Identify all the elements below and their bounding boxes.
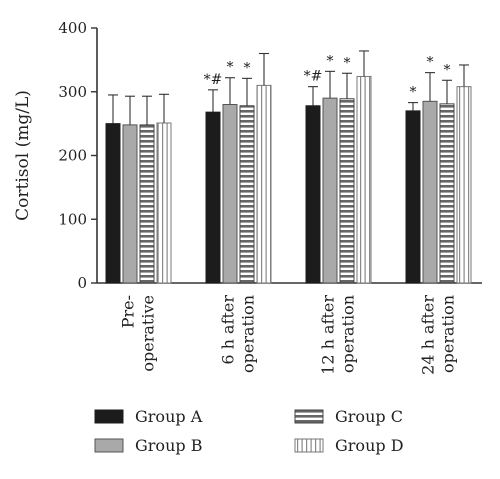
x-category-label-line: 6 h after [219,295,238,365]
y-tick-label: 400 [58,19,87,37]
x-category-label-line: 24 h after [419,295,438,375]
legend-swatch [94,438,124,453]
significance-marker: * [410,85,417,101]
bar-group-a [205,111,221,284]
bar-group-b [322,97,338,284]
x-category-label-line: Pre- [119,295,138,328]
bar-group-d [156,122,172,284]
x-category-label-line: operation [439,295,458,373]
x-category-label-line: operation [239,295,258,373]
x-category-label: 6 h after operation [219,295,258,373]
legend-item: Group D [294,436,404,455]
x-category-labels: Pre-operative 6 h after operation 12 h afte… [119,295,458,375]
x-category-label: 12 h after operation [319,295,358,375]
significance-annotations: *# *#** * ** * * [204,53,451,100]
legend-item: Group A [94,407,203,426]
bar-group-b [222,104,238,284]
bar-group-c [239,105,255,284]
legend-item: Group C [294,407,403,426]
significance-marker: * [344,55,351,71]
legend-label: Group D [335,436,404,455]
y-axis-label: Cortisol (mg/L) [13,90,33,221]
significance-marker: * [227,60,234,76]
legend-swatch [94,409,124,424]
x-category-label: 24 h after operation [419,295,458,375]
bars [105,75,472,284]
legend: Group A Group B Group C Group D [94,407,404,455]
bar-group-d [356,75,372,284]
legend-swatch [294,438,324,453]
significance-marker: *# [204,72,223,88]
y-tick-label: 200 [58,147,87,165]
bar-group-a [305,105,321,284]
significance-marker: * [444,62,451,78]
error-bars [108,50,469,125]
bar-group-d [456,86,472,284]
y-tick-label: 300 [58,83,87,101]
x-category-label-line: 12 h after [319,295,338,375]
x-category-label: Pre-operative [119,295,158,372]
significance-marker: *# [304,69,323,85]
bar-group-d [256,84,272,284]
bar-group-b [422,100,438,284]
y-ticks: 0 100 200 300 400 [58,19,97,292]
legend-item: Group B [94,436,202,455]
legend-label: Group A [135,407,203,426]
x-category-label-line: operation [339,295,358,373]
significance-marker: * [427,55,434,71]
legend-swatch [294,409,324,424]
legend-label: Group B [135,436,202,455]
legend-label: Group C [335,407,403,426]
bar-group-a [105,123,121,284]
bar-group-c [339,98,355,284]
bar-group-c [439,103,455,284]
x-category-label-line: operative [139,295,158,372]
y-tick-label: 0 [77,274,87,292]
bar-group-a [405,110,421,284]
y-tick-label: 100 [58,210,87,228]
bar-group-c [139,124,155,284]
bar-group-b [122,124,138,284]
significance-marker: * [327,53,334,69]
significance-marker: * [244,60,251,76]
